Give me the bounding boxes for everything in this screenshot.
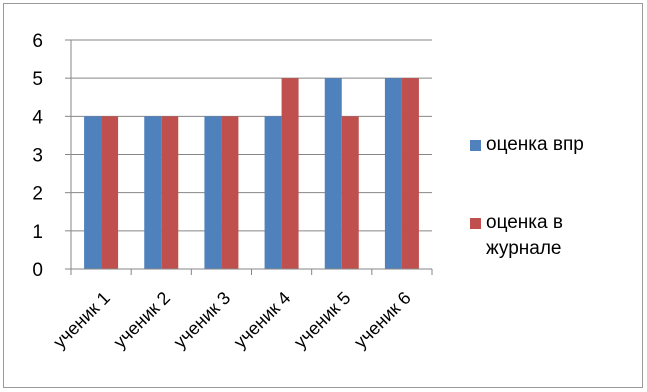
- y-tick-label-1: 1: [32, 222, 43, 243]
- bar-series-2-cat-5: [341, 116, 359, 269]
- bar-series-2-cat-3: [221, 116, 239, 269]
- bar-series-1-cat-6: [384, 78, 402, 270]
- legend-item-series-1: оценка впр: [470, 132, 626, 158]
- bars: [84, 78, 419, 270]
- gridlines: [65, 39, 432, 270]
- bar-series-1-cat-3: [204, 116, 222, 269]
- x-tick-label-4: ученик 4: [230, 288, 295, 353]
- bar-series-1-cat-5: [324, 78, 342, 270]
- bar-series-1-cat-1: [84, 116, 102, 269]
- y-tick-label-2: 2: [32, 184, 43, 205]
- legend-label-series-1: оценка впр: [486, 134, 584, 155]
- legend-label-series-2: оценка в журнале: [486, 212, 563, 259]
- y-tick-label-6: 6: [32, 31, 43, 52]
- legend-swatch-series-1: [470, 140, 481, 151]
- bar-series-2-cat-4: [281, 78, 299, 270]
- y-tick-label-3: 3: [32, 146, 43, 167]
- bar-series-2-cat-6: [401, 78, 419, 270]
- y-tick-label-4: 4: [32, 107, 43, 128]
- legend-item-series-2: оценка в журнале: [470, 210, 626, 262]
- x-tick-label-5: ученик 5: [290, 288, 355, 353]
- y-tick-label-0: 0: [32, 260, 43, 281]
- bar-series-2-cat-2: [161, 116, 179, 269]
- bar-series-1-cat-2: [144, 116, 162, 269]
- bar-series-2-cat-1: [101, 116, 119, 269]
- x-tick-label-2: ученик 2: [110, 288, 175, 353]
- y-tick-labels: 0 1 2 3 4 5 6: [32, 31, 43, 281]
- legend-swatch-series-2: [470, 218, 481, 229]
- axes: [70, 40, 433, 275]
- bar-series-1-cat-4: [264, 116, 282, 269]
- x-tick-label-3: ученик 3: [170, 288, 235, 353]
- y-tick-label-5: 5: [32, 69, 43, 90]
- x-tick-label-1: ученик 1: [49, 288, 114, 353]
- x-tick-label-6: ученик 6: [350, 288, 415, 353]
